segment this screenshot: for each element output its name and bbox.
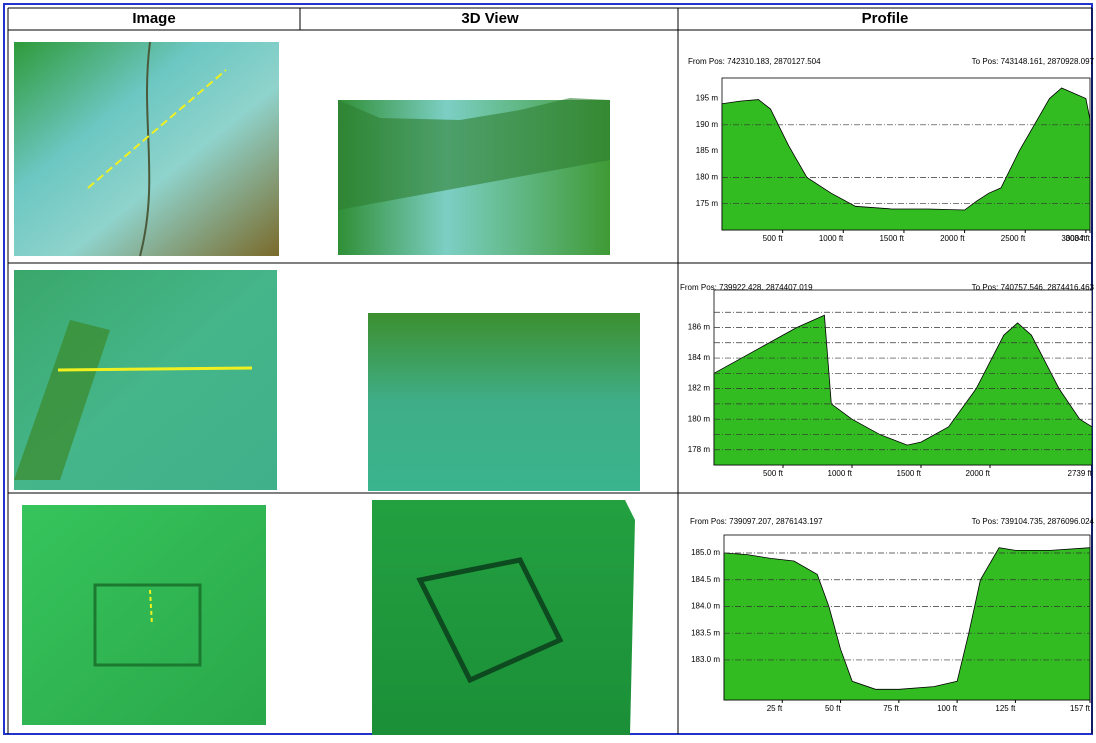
x-tick-label: 500 ft xyxy=(763,234,784,243)
y-tick-label: 180 m xyxy=(688,414,711,423)
y-tick-label: 182 m xyxy=(688,384,711,393)
x-tick-label: 100 ft xyxy=(937,704,958,713)
header-cell: Profile xyxy=(862,10,909,27)
x-tick-label: 125 ft xyxy=(995,704,1016,713)
from-pos: From Pos: 742310.183, 2870127.504 xyxy=(688,57,821,66)
y-tick-label: 186 m xyxy=(688,323,711,332)
y-tick-label: 180 m xyxy=(696,173,719,182)
x-tick-label: 25 ft xyxy=(767,704,783,713)
y-tick-label: 183.5 m xyxy=(691,628,720,637)
y-tick-label: 195 m xyxy=(696,94,719,103)
x-tick-label: 2000 ft xyxy=(966,469,991,478)
x-tick-label: 500 ft xyxy=(763,469,784,478)
header-cell: Image xyxy=(132,10,175,27)
y-tick-label: 175 m xyxy=(696,199,719,208)
table: Image 3D View Profile From Pos: 742310.1… xyxy=(0,0,1096,738)
to-pos: To Pos: 739104.735, 2876096.024 xyxy=(972,517,1095,526)
y-tick-label: 184 m xyxy=(688,353,711,362)
to-pos: To Pos: 743148.161, 2870928.097 xyxy=(972,57,1095,66)
x-tick-label: 1500 ft xyxy=(879,234,904,243)
y-tick-label: 184.0 m xyxy=(691,602,720,611)
x-tick-label: 2500 ft xyxy=(1001,234,1026,243)
header-cell: 3D View xyxy=(461,10,519,27)
from-pos: From Pos: 739097.207, 2876143.197 xyxy=(690,517,823,526)
y-tick-label: 185 m xyxy=(696,146,719,155)
y-tick-label: 178 m xyxy=(688,445,711,454)
x-tick-label: 50 ft xyxy=(825,704,841,713)
y-tick-label: 190 m xyxy=(696,120,719,129)
x-tick-label: 157 ft xyxy=(1070,704,1091,713)
x-tick-label: 1500 ft xyxy=(897,469,922,478)
y-tick-label: 183.0 m xyxy=(691,655,720,664)
x-tick-label: 75 ft xyxy=(883,704,899,713)
image-thumbnails xyxy=(14,42,640,735)
y-tick-label: 184.5 m xyxy=(691,575,720,584)
page: Image 3D View Profile From Pos: 742310.1… xyxy=(0,0,1096,743)
x-tick-label: 2739 ft xyxy=(1068,469,1093,478)
x-tick-label: 2000 ft xyxy=(940,234,965,243)
y-tick-label: 185.0 m xyxy=(691,548,720,557)
x-tick-label: 1000 ft xyxy=(819,234,844,243)
x-tick-label: 3034 ft xyxy=(1066,234,1091,243)
x-tick-label: 1000 ft xyxy=(828,469,853,478)
